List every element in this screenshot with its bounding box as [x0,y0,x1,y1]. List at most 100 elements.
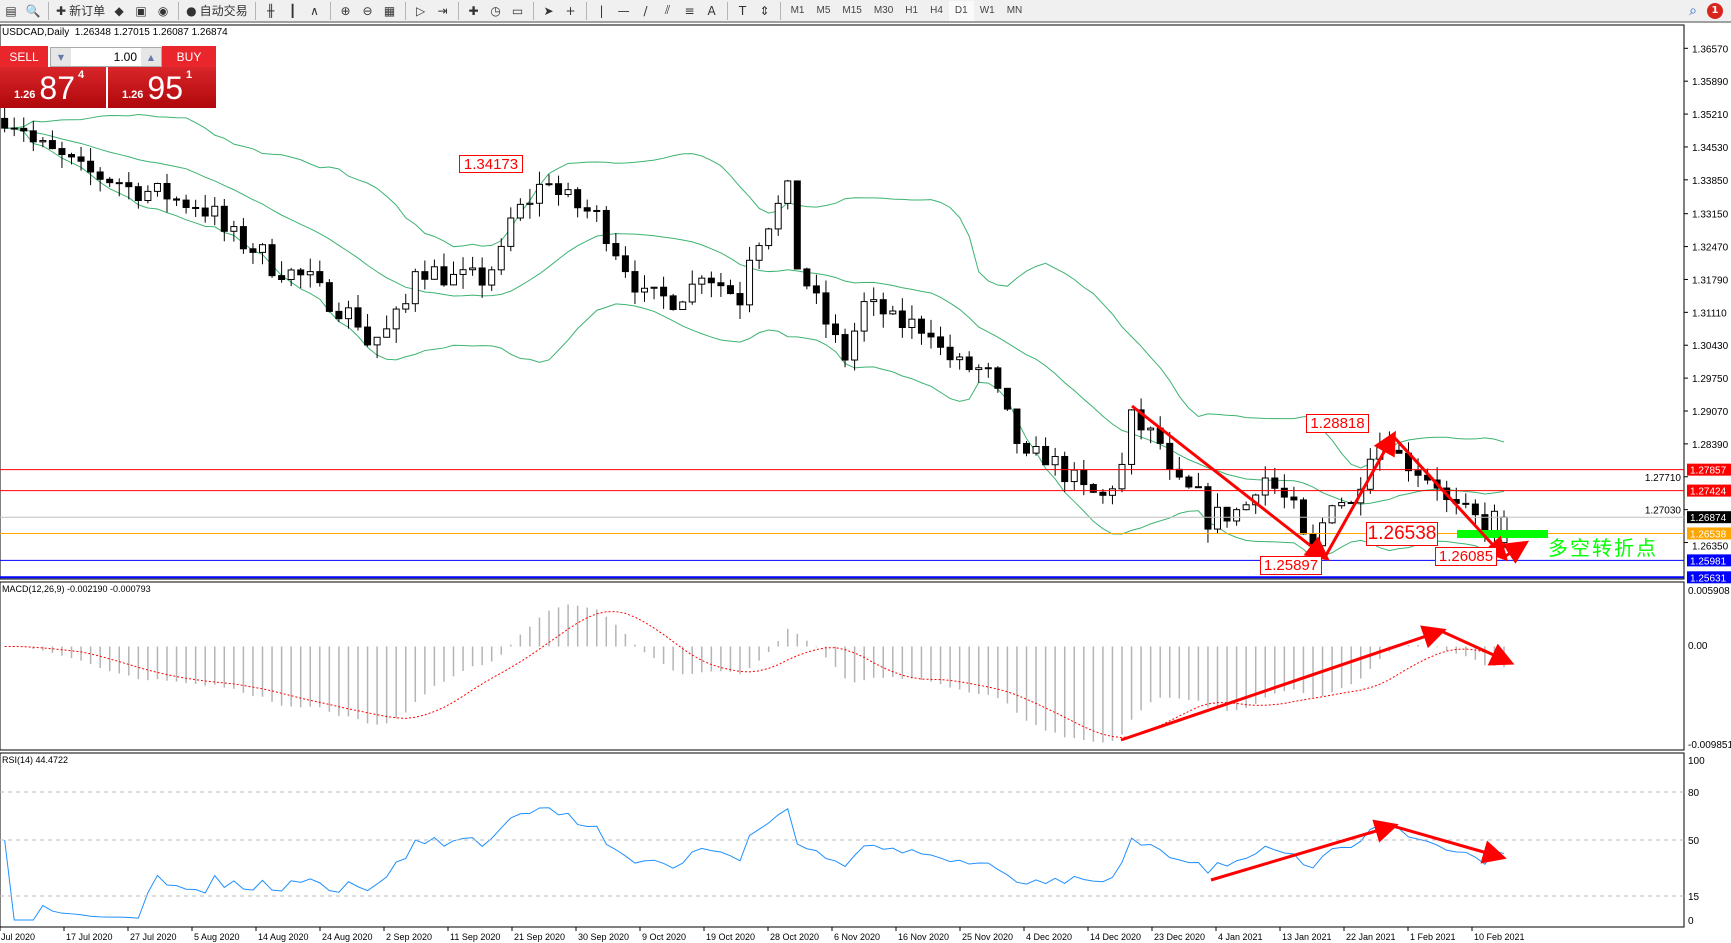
trend-arrow[interactable] [1391,434,1509,562]
candle-bull [746,259,754,306]
new-chart-button[interactable]: ▤ [0,1,22,21]
zoom-out-button[interactable]: ⊖ [357,1,379,21]
candle-bear [249,248,257,253]
trend-arrow[interactable] [1392,824,1507,864]
candle-bull [956,356,964,361]
candle-bull [975,367,983,371]
buy-button[interactable]: BUY [162,46,216,67]
chart-shift-button[interactable]: ⇥ [432,1,454,21]
date-label: 30 Sep 2020 [578,932,629,942]
candle-bear [937,336,945,348]
crosshair-button[interactable]: + [560,1,582,21]
candle-bear [1204,486,1212,530]
date-label: 4 Jan 2021 [1218,932,1263,942]
auto-trade-button[interactable]: ● 自动交易 [183,1,251,21]
candle-bear [58,148,66,156]
new-order-button[interactable]: ✚ 新订单 [53,1,108,21]
trend-arrow[interactable] [1502,540,1530,564]
zoom-chart-button[interactable]: 🔍 [22,1,44,21]
buy-price[interactable]: 1.26 95 1 [108,67,216,108]
candle-bear [822,292,830,325]
toolbar-separator [329,1,331,20]
candle-bull [526,202,534,205]
timeframe-m15[interactable]: M15 [842,5,862,16]
vertical-line-button[interactable]: | [591,1,613,21]
lot-increase-button[interactable]: ▲ [141,48,161,66]
pivot-zone[interactable] [1457,530,1548,538]
templates-button[interactable]: ▭ [507,1,529,21]
timeframe-h4[interactable]: H4 [930,5,943,16]
timeframe-w1[interactable]: W1 [979,5,995,16]
fibonacci-channel-button[interactable]: ⫽ [657,1,679,21]
candle-bull [516,203,524,219]
indicators-button[interactable]: ✚ [463,1,485,21]
trendline-button[interactable]: / [635,1,657,21]
chart-title: USDCAD,Daily 1.26348 1.27015 1.26087 1.2… [2,27,228,38]
lot-size-input[interactable] [71,48,141,66]
chat-icon[interactable]: 1 [1707,2,1723,19]
annotation-high-2[interactable]: 1.28818 [1306,414,1369,433]
candle-bear [364,326,372,346]
price-tag [1687,463,1731,476]
navigator-button[interactable]: ▣ [130,1,152,21]
trend-arrow[interactable] [1323,430,1396,558]
date-label: 13 Jan 2021 [1282,932,1332,942]
candle-bull [287,269,295,281]
price-tick-label: 1.28390 [1692,440,1729,451]
signal-button[interactable]: ◉ [152,1,174,21]
annotation-pivot[interactable]: 1.26538 [1366,522,1438,546]
horizontal-line-button[interactable]: — [613,1,635,21]
search-icon[interactable]: ⌕ [1689,2,1697,19]
timeframe-mn[interactable]: MN [1006,5,1023,16]
trend-arrow[interactable] [1440,629,1515,666]
bar-chart-button[interactable]: ╫ [260,1,282,21]
trendline-icon: / [643,3,648,18]
sell-price[interactable]: 1.26 87 4 [0,67,106,108]
timeframe-d1[interactable]: D1 [948,0,974,21]
timeframe-m30[interactable]: M30 [873,5,894,16]
lot-size-stepper[interactable]: ▼ ▲ [50,47,162,67]
fibonacci-button[interactable]: ≡ [679,1,701,21]
text-button[interactable]: A [701,1,723,21]
arrows-button[interactable]: ⇕ [754,1,776,21]
price-tick-label: 1.35890 [1692,77,1729,88]
candlestick-button[interactable]: ┃ [282,1,304,21]
annotation-low-1[interactable]: 1.25897 [1260,556,1322,575]
candle-bear [793,180,801,270]
candle-bear [1347,502,1355,505]
autoscroll-button[interactable]: ▷ [410,1,432,21]
lot-decrease-button[interactable]: ▼ [51,48,71,66]
timeframe-m5[interactable]: M5 [816,5,831,16]
price-tag [1687,527,1731,540]
trend-arrow[interactable] [1131,404,1330,561]
tile-windows-button[interactable]: ▦ [379,1,401,21]
price-tick-label: 1.34530 [1692,143,1729,154]
cursor-button[interactable]: ➤ [538,1,560,21]
candle-bull [593,209,601,212]
zoom-in-button[interactable]: ⊕ [335,1,357,21]
candle-bull [545,183,553,186]
annotation-low-2[interactable]: 1.26085 [1435,547,1497,566]
text-label-button[interactable]: T [732,1,754,21]
date-label: 4 Dec 2020 [1026,932,1072,942]
trend-arrow[interactable] [1210,819,1399,882]
timeframe-h1[interactable]: H1 [905,5,919,16]
history-button[interactable]: ◆ [108,1,130,21]
tile-windows-icon: ▦ [383,3,396,18]
candle-bear [841,334,849,361]
rsi-line [4,807,1505,921]
macd-tick-label: -0.009851 [1688,740,1731,751]
templates-icon: ▭ [511,3,524,18]
candle-bear [316,271,324,284]
annotation-high-1[interactable]: 1.34173 [459,155,523,173]
periods-button[interactable]: ◷ [485,1,507,21]
trend-arrow[interactable] [1120,625,1447,742]
cursor-icon: ➤ [543,3,554,18]
toolbar: ▤ 🔍 ✚ 新订单 ◆ ▣ ◉ ● 自动交易 ╫ ┃ ∧ ⊕ ⊖ ▦ ▷ ⇥ ✚ ◷ ▭ ➤ + | — / ⫽ ≡ A T ⇕ M1 M5 M… [0,0,1731,23]
sell-button[interactable]: SELL [0,46,48,67]
timeframe-m1[interactable]: M1 [790,5,805,16]
annotation-note[interactable]: 多空转折点 [1548,536,1658,560]
line-chart-button[interactable]: ∧ [304,1,326,21]
